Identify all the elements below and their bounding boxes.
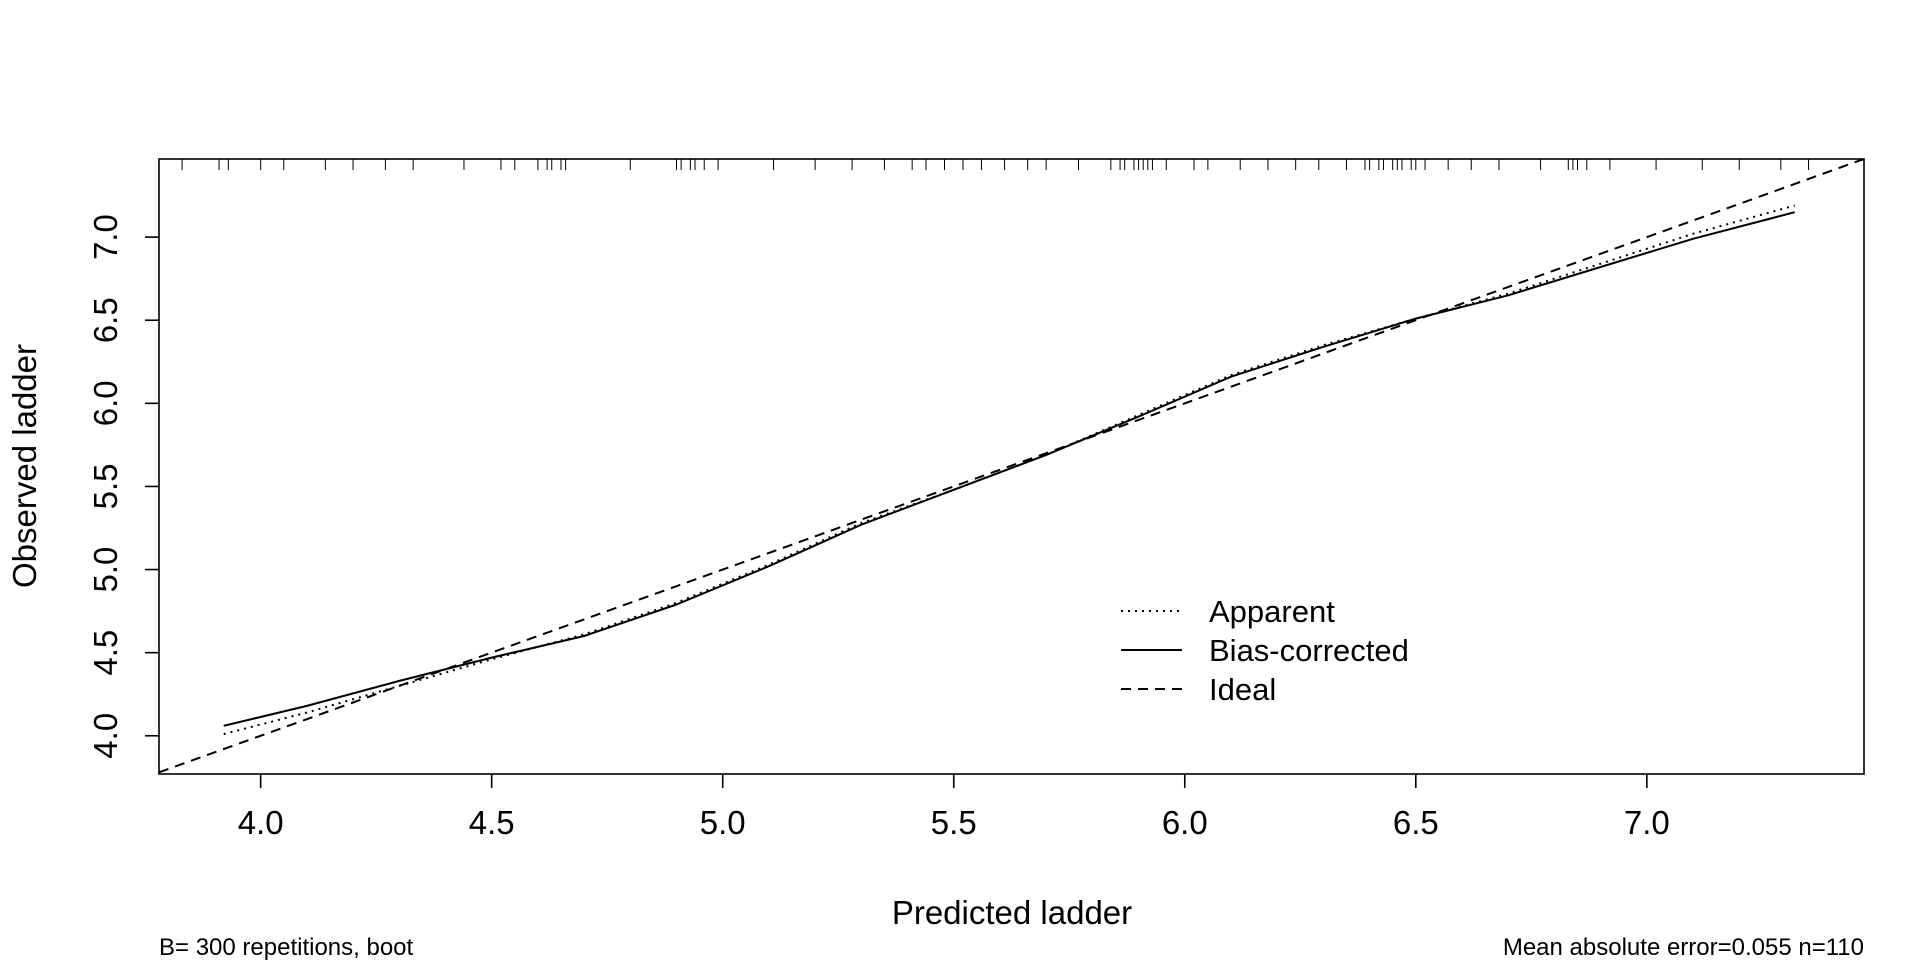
x-tick-label: 5.0: [700, 804, 746, 841]
y-axis: 4.0 4.5 5.0 5.5 6.0 6.5 7.0: [87, 214, 159, 759]
y-tick-label: 7.0: [87, 214, 124, 260]
y-tick-label: 4.5: [87, 630, 124, 676]
legend: Apparent Bias-corrected Ideal: [1121, 594, 1409, 707]
x-tick-label: 4.5: [469, 804, 515, 841]
x-tick-label: 6.5: [1393, 804, 1439, 841]
x-tick-label: 5.5: [931, 804, 977, 841]
x-tick-label: 7.0: [1624, 804, 1670, 841]
x-axis: 4.0 4.5 5.0 5.5 6.0 6.5 7.0: [238, 774, 1670, 841]
y-tick-label: 5.0: [87, 547, 124, 593]
legend-label: Bias-corrected: [1209, 633, 1409, 668]
y-tick-label: 5.5: [87, 464, 124, 510]
y-tick-label: 4.0: [87, 713, 124, 759]
legend-label: Ideal: [1209, 672, 1276, 707]
legend-label: Apparent: [1209, 594, 1335, 629]
x-axis-label: Predicted ladder: [892, 894, 1132, 931]
footnote-right: Mean absolute error=0.055 n=110: [1503, 934, 1864, 960]
y-tick-label: 6.0: [87, 380, 124, 426]
y-axis-label: Observed ladder: [6, 344, 43, 588]
rug-marks: [181, 159, 1810, 170]
series-line-ideal: [159, 159, 1864, 774]
footnote-left: B= 300 repetitions, boot: [159, 934, 414, 960]
plot-frame: [158, 158, 1865, 775]
x-tick-label: 6.0: [1162, 804, 1208, 841]
series-line-bias-corrected: [223, 211, 1795, 727]
y-tick-label: 6.5: [87, 297, 124, 343]
series-lines: [159, 159, 1864, 774]
x-tick-label: 4.0: [238, 804, 284, 841]
